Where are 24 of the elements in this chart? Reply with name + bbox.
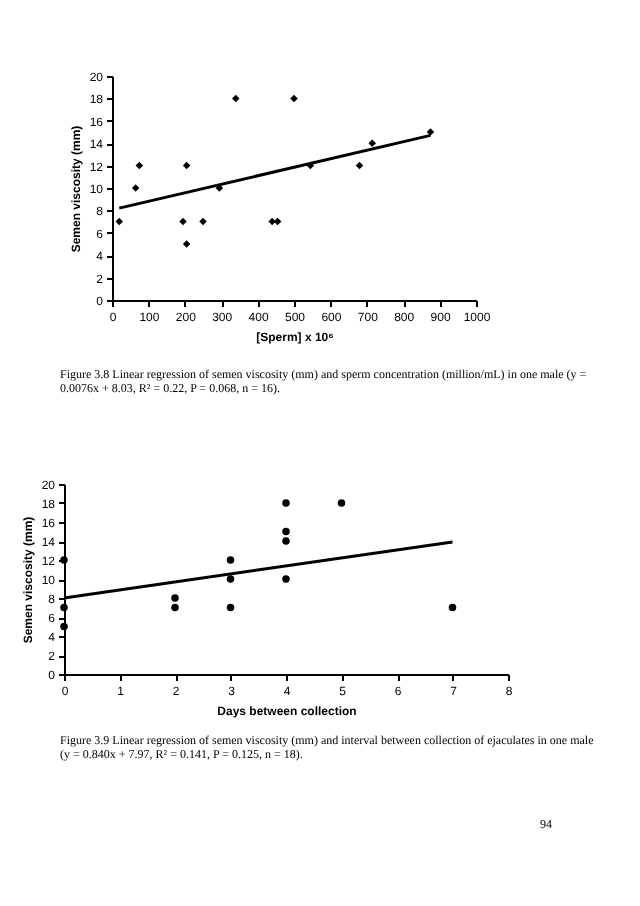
point [282, 537, 290, 545]
point [282, 499, 290, 507]
point [226, 556, 235, 564]
point [282, 527, 290, 536]
point [268, 217, 276, 226]
point [426, 128, 435, 136]
point [232, 94, 240, 103]
point [226, 603, 235, 612]
point [226, 575, 235, 583]
point [60, 603, 68, 612]
point [131, 184, 140, 192]
point [115, 217, 124, 226]
point [135, 161, 144, 170]
point [60, 622, 68, 631]
point [199, 217, 207, 226]
point [179, 217, 187, 226]
point [171, 594, 179, 602]
point [182, 240, 191, 248]
point [282, 575, 290, 583]
point [337, 499, 346, 507]
point [368, 139, 376, 147]
point [290, 94, 298, 103]
point [448, 603, 457, 612]
point [171, 603, 179, 612]
